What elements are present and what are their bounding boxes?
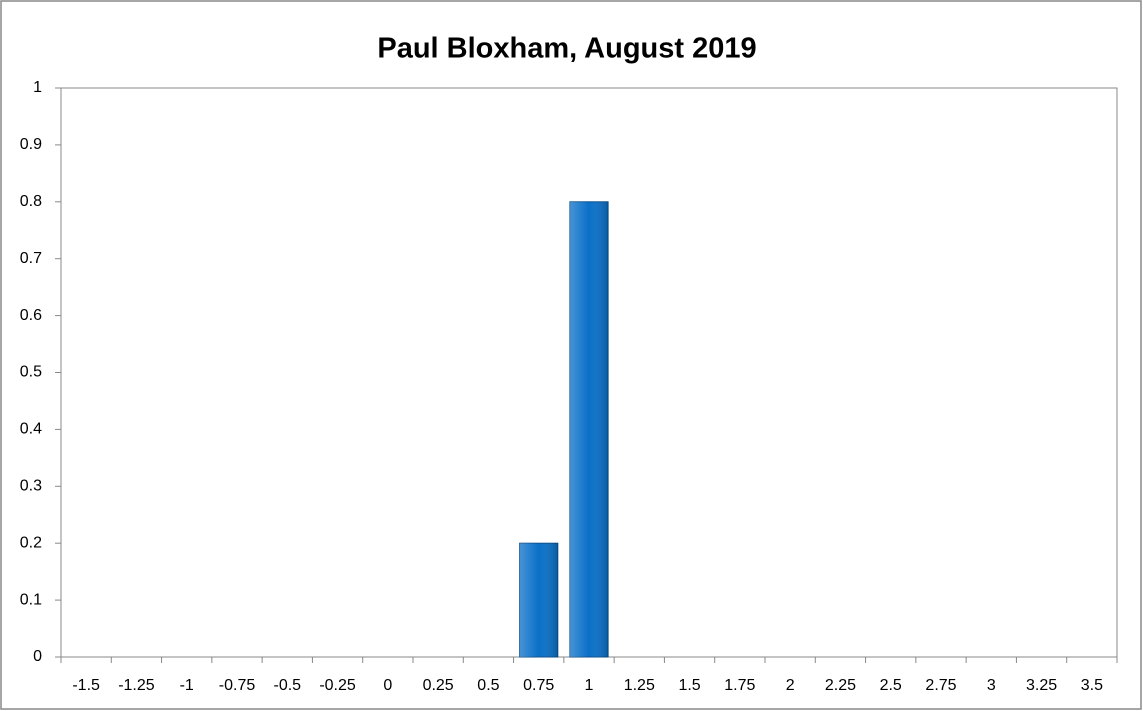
x-tick-label: 2.75 bbox=[925, 677, 956, 694]
x-tick-label: 1 bbox=[585, 677, 594, 694]
y-tick-label: 0.9 bbox=[20, 136, 42, 153]
bar-shade bbox=[519, 543, 558, 657]
x-tick-label: -0.75 bbox=[219, 677, 256, 694]
x-tick-label: 0.5 bbox=[477, 677, 499, 694]
chart-title: Paul Bloxham, August 2019 bbox=[377, 33, 756, 65]
x-tick-label: -0.5 bbox=[273, 677, 301, 694]
x-tick-label: 0 bbox=[383, 677, 392, 694]
x-tick-label: 3.25 bbox=[1026, 677, 1057, 694]
x-tick-label: 3.5 bbox=[1081, 677, 1103, 694]
x-tick-label: -0.25 bbox=[319, 677, 356, 694]
y-tick-label: 0.2 bbox=[20, 534, 42, 551]
x-tick-label: 1.5 bbox=[678, 677, 700, 694]
x-tick-label: -1.5 bbox=[72, 677, 100, 694]
y-tick-label: 0.1 bbox=[20, 591, 42, 608]
bar-shade bbox=[569, 201, 609, 658]
x-tick-label: 2 bbox=[786, 677, 795, 694]
x-tick-label: 3 bbox=[987, 677, 996, 694]
y-tick-label: 0.7 bbox=[20, 250, 42, 267]
x-tick-label: -1.25 bbox=[118, 677, 155, 694]
x-tick-label: -1 bbox=[180, 677, 194, 694]
x-tick-label: 1.25 bbox=[624, 677, 655, 694]
x-tick-label: 1.75 bbox=[724, 677, 755, 694]
y-tick-label: 0.3 bbox=[20, 478, 42, 495]
y-tick-label: 0 bbox=[33, 648, 42, 665]
x-tick-label: 0.75 bbox=[523, 677, 554, 694]
y-tick-label: 0.5 bbox=[20, 364, 42, 381]
y-tick-label: 0.4 bbox=[20, 421, 42, 438]
x-tick-label: 2.25 bbox=[825, 677, 856, 694]
y-tick-label: 1 bbox=[33, 79, 42, 96]
x-tick-label: 2.5 bbox=[880, 677, 902, 694]
y-tick-label: 0.8 bbox=[20, 193, 42, 210]
y-tick-label: 0.6 bbox=[20, 307, 42, 324]
x-tick-label: 0.25 bbox=[423, 677, 454, 694]
